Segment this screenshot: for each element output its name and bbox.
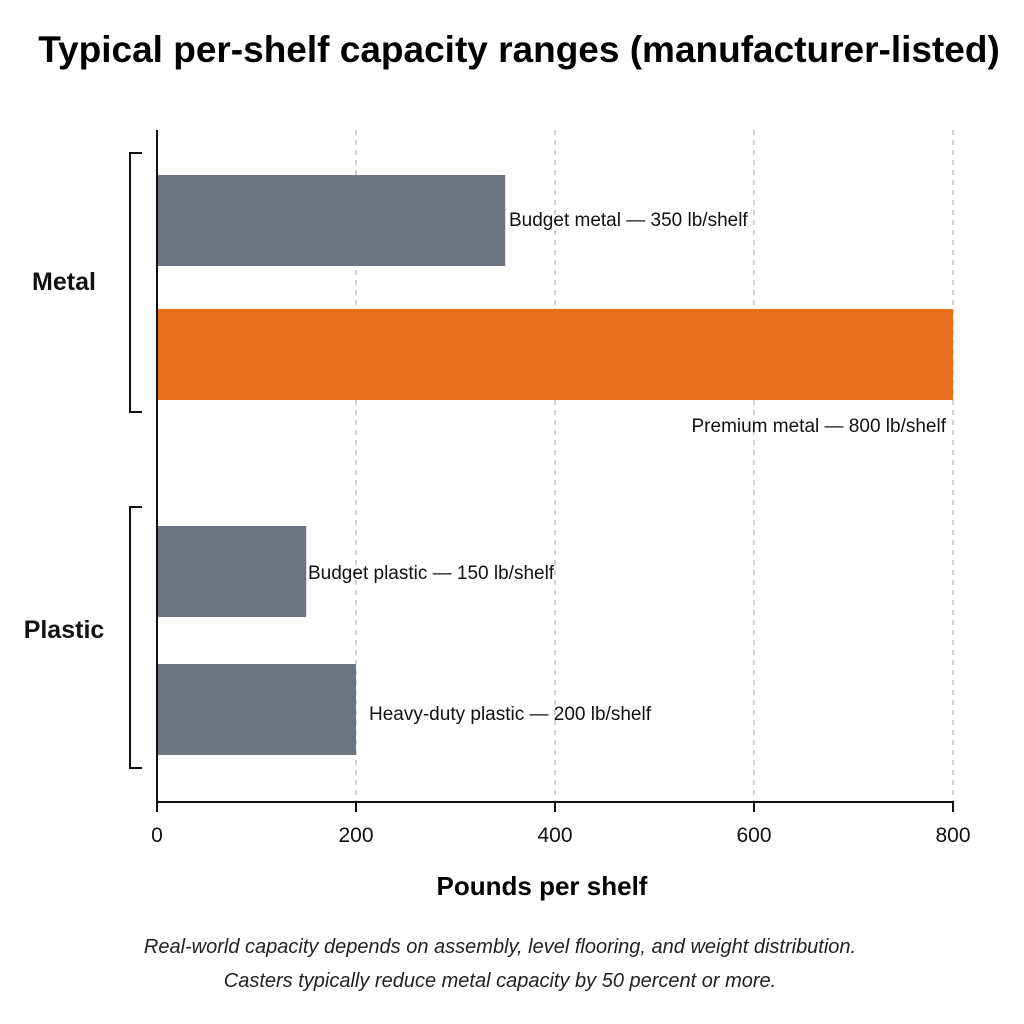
x-tick-label: 0	[151, 824, 163, 847]
x-tick-label: 800	[935, 824, 970, 847]
bar-value-label: Budget plastic — 150 lb/shelf	[308, 563, 555, 584]
x-axis-title: Pounds per shelf	[437, 871, 648, 901]
bar-value-label: Budget metal — 350 lb/shelf	[509, 210, 748, 231]
bar	[158, 664, 356, 755]
bar	[158, 526, 307, 617]
group-bracket	[129, 506, 142, 769]
bar-value-label: Premium metal — 800 lb/shelf	[692, 416, 947, 437]
x-tick-label: 200	[338, 824, 373, 847]
group-brackets	[129, 152, 142, 769]
axes: 0 200 400 600 800	[151, 130, 971, 847]
group-label-metal: Metal	[32, 268, 96, 296]
group-label-plastic: Plastic	[24, 616, 105, 644]
bars	[158, 175, 953, 755]
footnote-line-2: Casters typically reduce metal capacity …	[224, 970, 776, 992]
bar-value-label: Heavy-duty plastic — 200 lb/shelf	[369, 704, 652, 725]
bar	[158, 175, 506, 266]
footnote-line-1: Real-world capacity depends on assembly,…	[144, 936, 856, 958]
x-tick-label: 400	[537, 824, 572, 847]
bar-labels: Metal Budget metal — 350 lb/shelf Premium …	[24, 210, 947, 725]
chart-title: Typical per-shelf capacity ranges (manuf…	[38, 29, 1000, 70]
x-tick-label: 600	[736, 824, 771, 847]
bar	[158, 309, 953, 400]
group-bracket	[129, 152, 142, 413]
